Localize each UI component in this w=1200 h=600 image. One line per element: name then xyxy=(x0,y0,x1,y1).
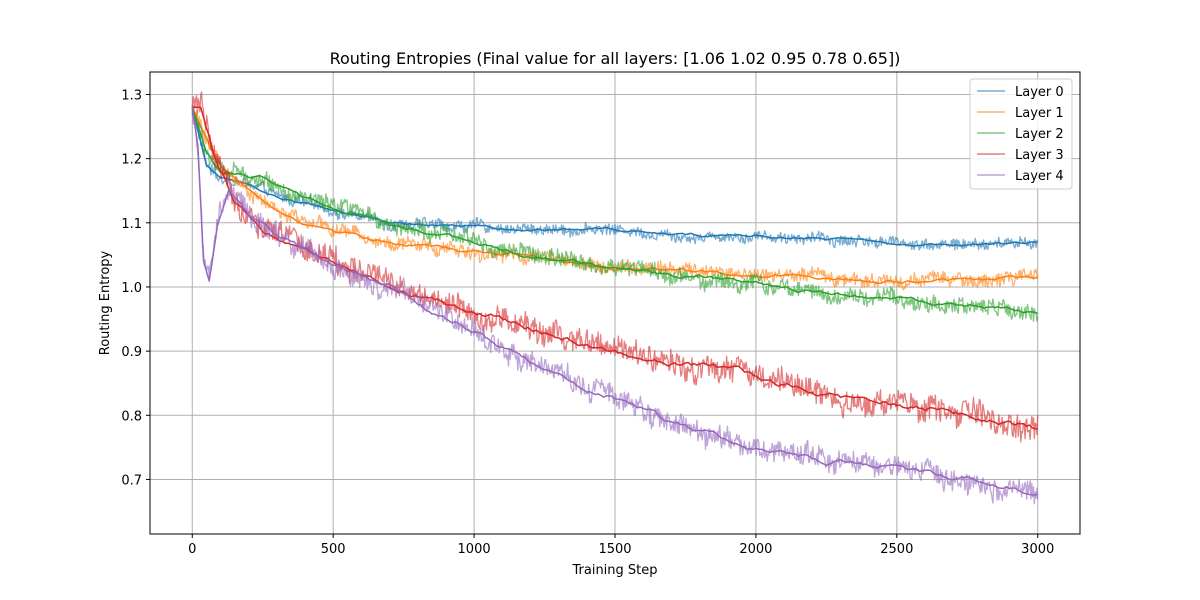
y-ticks: 0.7 0.8 0.9 1.0 1.1 1.2 1.3 xyxy=(121,88,150,488)
smoothed-line xyxy=(192,106,1038,430)
x-tick-label: 2000 xyxy=(739,542,772,557)
y-tick-label: 1.2 xyxy=(121,153,142,168)
chart-title: Routing Entropies (Final value for all l… xyxy=(330,49,901,68)
x-tick-label: 1500 xyxy=(598,542,631,557)
series-layer xyxy=(191,91,1039,505)
y-tick-label: 1.1 xyxy=(121,217,142,232)
series-layer-4 xyxy=(191,105,1039,505)
smoothed-line xyxy=(191,107,1038,247)
raw-line xyxy=(191,91,1039,443)
legend: Layer 0 Layer 1 Layer 2 Layer 3 Layer 4 xyxy=(969,78,1073,190)
series-layer-0 xyxy=(191,107,1039,251)
legend-box xyxy=(969,78,1073,190)
legend-label: Layer 3 xyxy=(1015,148,1064,163)
legend-label: Layer 2 xyxy=(1015,127,1064,142)
series-layer-3 xyxy=(191,91,1039,443)
raw-line xyxy=(191,109,1039,251)
raw-line xyxy=(191,104,1039,291)
y-tick-label: 0.8 xyxy=(121,409,142,424)
x-tick-label: 2500 xyxy=(880,542,913,557)
x-ticks: 0 500 1000 1500 2000 2500 3000 xyxy=(188,534,1054,557)
y-tick-label: 1.3 xyxy=(121,88,142,103)
legend-label: Layer 1 xyxy=(1015,106,1064,121)
y-axis-title: Routing Entropy xyxy=(98,250,113,355)
series-layer-2 xyxy=(191,106,1039,322)
x-axis-title: Training Step xyxy=(571,563,657,578)
x-tick-label: 500 xyxy=(321,542,346,557)
smoothed-line xyxy=(191,107,1038,315)
y-tick-label: 0.7 xyxy=(121,473,142,488)
y-tick-label: 0.9 xyxy=(121,345,142,360)
x-tick-label: 0 xyxy=(188,542,196,557)
legend-label: Layer 0 xyxy=(1015,85,1064,100)
raw-line xyxy=(191,105,1039,505)
legend-label: Layer 4 xyxy=(1015,169,1064,184)
x-tick-label: 1000 xyxy=(458,542,491,557)
y-tick-label: 1.0 xyxy=(121,281,142,296)
x-tick-label: 3000 xyxy=(1021,542,1054,557)
smoothed-line xyxy=(191,107,1039,496)
